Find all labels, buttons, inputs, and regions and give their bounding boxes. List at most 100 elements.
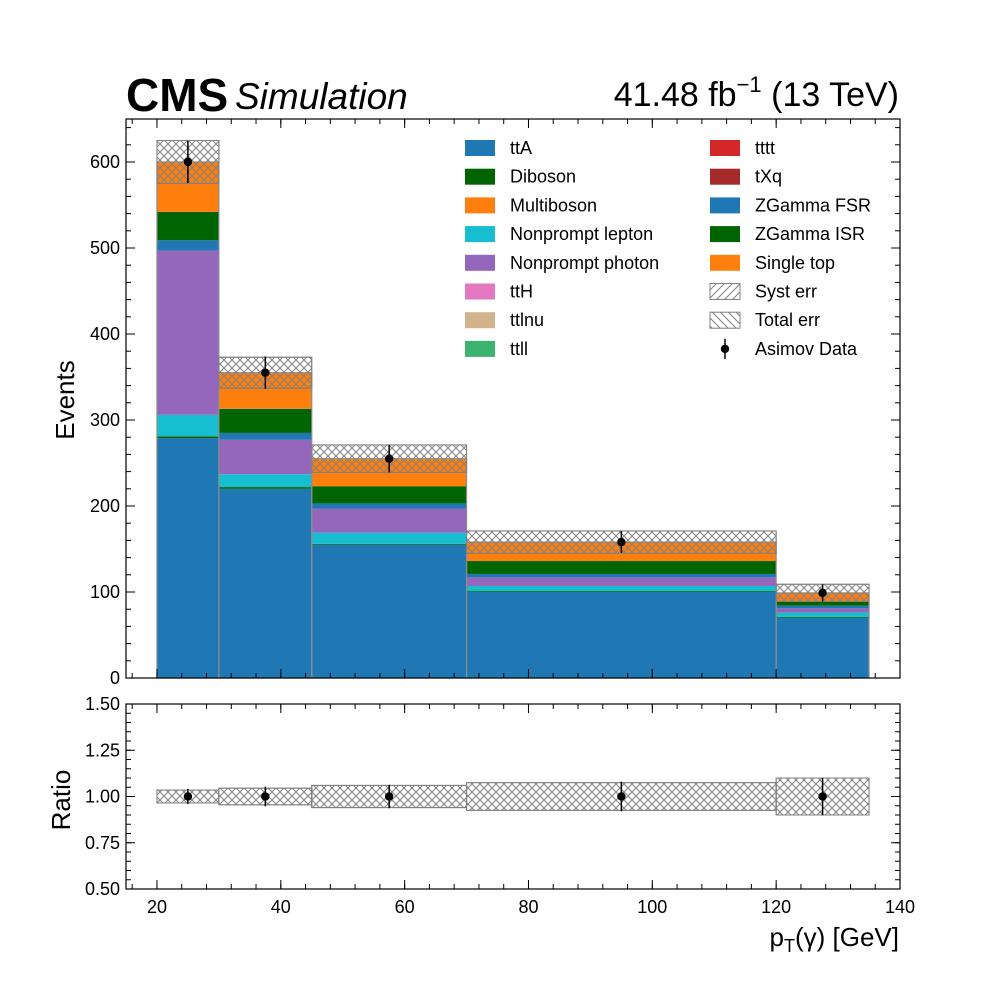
experiment-label: CMS bbox=[126, 69, 228, 121]
lumi-label: 41.48 fb−1 (13 TeV) bbox=[614, 72, 899, 114]
ratio-y-axis-label: Ratio bbox=[46, 770, 76, 831]
stack-bar-tta bbox=[466, 592, 777, 678]
legend-label-ttlnu: ttlnu bbox=[510, 310, 544, 330]
stack-bar-diboson bbox=[218, 487, 312, 489]
stack-bar-diboson bbox=[156, 436, 219, 439]
stack-bar-diboson bbox=[466, 591, 777, 592]
legend-label-zgamma-isr: ZGamma ISR bbox=[755, 224, 865, 244]
x-tick-label: 20 bbox=[147, 897, 167, 917]
stack-bar-diboson bbox=[311, 543, 467, 545]
asimov-data-point bbox=[261, 368, 270, 377]
legend-label-nonprompt-photon: Nonprompt photon bbox=[510, 253, 659, 273]
legend-label-ttll: ttll bbox=[510, 339, 528, 359]
legend-label-syst-err: Syst err bbox=[755, 282, 817, 302]
stack-bar-zgamma-fsr bbox=[156, 240, 219, 251]
x-tick-label: 60 bbox=[395, 897, 415, 917]
stack-bar-zgamma-isr bbox=[156, 211, 219, 241]
stack-bar-zgamma-isr bbox=[776, 601, 870, 606]
x-tick-label: 100 bbox=[637, 897, 667, 917]
legend-swatch-nonprompt-lepton bbox=[465, 226, 495, 243]
stack-bar-zgamma-fsr bbox=[776, 605, 870, 609]
main-y-tick-label: 100 bbox=[90, 582, 120, 602]
stack-bar-nonprompt-lepton bbox=[156, 414, 219, 437]
main-y-tick-label: 300 bbox=[90, 410, 120, 430]
lumi-energy: (13 TeV) bbox=[762, 76, 899, 114]
stack-bar-tta bbox=[311, 544, 467, 678]
stack-bar-nonprompt-photon bbox=[311, 508, 467, 533]
legend-swatch-ttll bbox=[465, 340, 495, 357]
legend-label-tta: ttA bbox=[510, 138, 532, 158]
stack-bar-tta bbox=[156, 438, 219, 678]
legend-swatch-tta bbox=[465, 140, 495, 156]
ratio-data-points bbox=[183, 777, 827, 816]
legend-swatch-ttlnu bbox=[465, 312, 495, 329]
stack-bar-nonprompt-lepton bbox=[218, 474, 312, 488]
legend-swatch-nonprompt-photon bbox=[465, 254, 495, 271]
status-label: Simulation bbox=[235, 76, 408, 117]
ratio-y-tick-label: 1.00 bbox=[85, 787, 120, 807]
legend-label-single-top: Single top bbox=[755, 253, 835, 273]
stack-bar-zgamma-fsr bbox=[311, 503, 467, 509]
legend-label-zgamma-fsr: ZGamma FSR bbox=[755, 195, 871, 215]
stack-bar-nonprompt-lepton bbox=[466, 585, 777, 592]
stack-bar-nonprompt-photon bbox=[218, 439, 312, 475]
legend-label-multiboson: Multiboson bbox=[510, 195, 597, 215]
stack-bar-zgamma-isr bbox=[311, 486, 467, 504]
legend-swatch-diboson bbox=[465, 168, 495, 185]
asimov-data-point bbox=[617, 537, 626, 547]
x-axis-label: pT(γ) [GeV] bbox=[770, 922, 899, 956]
stacked-histogram bbox=[156, 161, 870, 679]
legend-label-asimov-data: Asimov Data bbox=[755, 339, 858, 359]
legend-label-tttt: tttt bbox=[755, 138, 775, 158]
asimov-data-point bbox=[384, 454, 394, 463]
ratio-panel: 0.50 0.75 1.00 1.25 1.50 20 40 60 80 100 120 140 Ra… bbox=[46, 694, 915, 956]
ratio-point bbox=[818, 792, 827, 801]
stack-bar-zgamma-fsr bbox=[218, 432, 312, 440]
ratio-y-tick-label: 1.50 bbox=[85, 694, 120, 714]
legend-swatch-zgamma-isr bbox=[710, 226, 740, 243]
lumi-exponent: −1 bbox=[737, 72, 762, 97]
legend-label-txq: tXq bbox=[755, 167, 782, 187]
main-y-tick-label: 500 bbox=[90, 238, 120, 258]
x-tick-label: 40 bbox=[271, 897, 291, 917]
ratio-axis-ticks: 0.50 0.75 1.00 1.25 1.50 20 40 60 80 100 120 140 bbox=[85, 694, 915, 917]
asimov-data-point bbox=[818, 588, 827, 598]
legend-swatch-tth bbox=[465, 283, 495, 300]
stack-bar-zgamma-isr bbox=[466, 561, 777, 574]
legend-swatch-multiboson bbox=[465, 197, 495, 214]
stack-bar-zgamma-isr bbox=[218, 408, 312, 433]
x-tick-label: 120 bbox=[761, 897, 791, 917]
main-y-tick-label: 0 bbox=[110, 668, 120, 688]
x-axis-label-rest: (γ) [GeV] bbox=[795, 922, 899, 952]
stack-bar-nonprompt-lepton bbox=[776, 612, 870, 617]
stack-bar-nonprompt-photon bbox=[156, 250, 219, 415]
main-panel: 0 100 200 300 400 500 600 Events ttA Diboson Mul… bbox=[50, 118, 901, 688]
lumi-value: 41.48 fb bbox=[614, 76, 737, 114]
ratio-point bbox=[617, 792, 626, 801]
legend-swatch-total-err bbox=[709, 311, 741, 329]
main-axis-ticks: 0 100 200 300 400 500 600 bbox=[90, 119, 901, 688]
main-y-axis-label: Events bbox=[50, 360, 80, 440]
stack-bar-nonprompt-photon bbox=[466, 577, 777, 586]
legend-swatch-single-top bbox=[710, 254, 740, 271]
main-plot-frame bbox=[125, 118, 901, 679]
ratio-point bbox=[183, 792, 193, 801]
legend-swatch-syst-err bbox=[709, 283, 741, 300]
asimov-data-point bbox=[183, 157, 193, 167]
ratio-y-tick-label: 1.25 bbox=[85, 740, 120, 760]
legend-swatch-tttt bbox=[710, 140, 740, 156]
legend-label-tth: ttH bbox=[510, 282, 533, 302]
x-tick-label: 140 bbox=[885, 897, 915, 917]
stack-bar-diboson bbox=[776, 616, 870, 618]
stack-bar-nonprompt-photon bbox=[776, 608, 870, 613]
stack-bar-nonprompt-lepton bbox=[311, 532, 467, 544]
ratio-point bbox=[261, 792, 270, 801]
ratio-y-tick-label: 0.75 bbox=[85, 833, 120, 853]
main-y-tick-label: 200 bbox=[90, 496, 120, 516]
main-y-tick-label: 600 bbox=[90, 152, 120, 172]
legend-swatch-txq bbox=[710, 168, 740, 185]
legend-label-diboson: Diboson bbox=[510, 167, 576, 187]
stack-bar-zgamma-fsr bbox=[466, 573, 777, 578]
stack-bar-tta bbox=[776, 617, 870, 678]
